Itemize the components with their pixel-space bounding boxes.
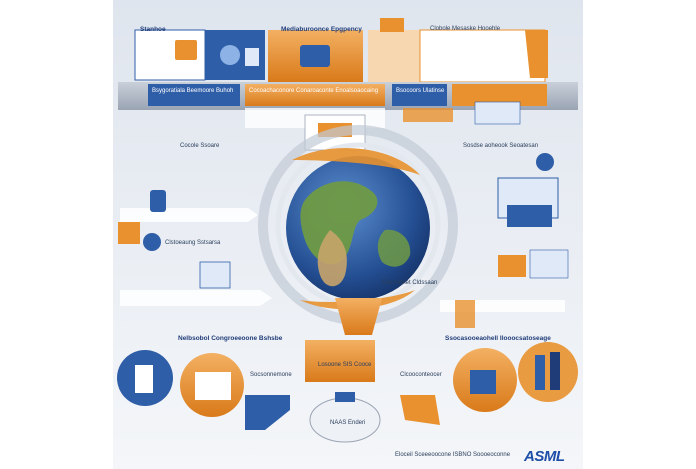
- document-icon: [245, 48, 259, 66]
- bottom-center-panel: [305, 340, 375, 382]
- monitor-screen: [507, 205, 552, 227]
- arrow-icon: [400, 395, 440, 425]
- bottom-left-title: Nelbsobol Congroeeoone Bshsbe: [178, 335, 283, 342]
- top-row: [134, 18, 548, 83]
- bottom-center-caption: NAAS Enderi: [330, 420, 366, 426]
- bottom-right-circle-2: [518, 342, 578, 402]
- band-subpanel-orange: [403, 108, 453, 122]
- document-icon: [199, 261, 231, 289]
- tab-icon: [380, 18, 404, 32]
- orange-ribbon: [525, 30, 548, 78]
- band-panel-2: [245, 84, 385, 106]
- monitor-icon: [474, 101, 521, 125]
- document-icon: [135, 365, 153, 393]
- person-icon: [550, 352, 560, 390]
- monitor-icon: [175, 40, 197, 60]
- top-panel-2-title: Mediaburoonce Epgpency: [281, 26, 362, 33]
- left-small-title: Clstoeaung Sstsarsa: [165, 240, 221, 246]
- people-icon: [536, 153, 554, 171]
- arrow-icon: [120, 290, 272, 306]
- top-panel-3-left: [368, 30, 420, 82]
- bottom-left-caption: Socsonnemone: [250, 372, 292, 378]
- person-icon: [143, 233, 161, 251]
- top-panel-1-title: Stanhoe: [140, 26, 166, 33]
- band-3-title: Bsocoors Ulatinse: [396, 88, 445, 94]
- right-mid-title: Sosdse aoheook Seoatesan: [463, 143, 539, 149]
- lab-icon: [529, 249, 569, 279]
- band-row: [118, 82, 578, 128]
- right-small-title: Edecoohet Cldssaan: [382, 280, 438, 286]
- band-panel-4: [452, 84, 547, 106]
- arrow-icon: [245, 395, 290, 430]
- top-panel-3: [419, 29, 546, 83]
- document-icon: [335, 392, 355, 402]
- person-icon: [150, 190, 166, 212]
- top-panel-3-title: Clobole Mesaske Hooehle: [430, 26, 501, 32]
- bottom-right-caption: Clcooconteocer: [400, 372, 442, 378]
- band-2-title: Cocoachaconore Conaroaconte Enoalsoaocai…: [249, 88, 379, 94]
- band-panel-1: [148, 84, 240, 106]
- footer-text: Eloceil Sceeeoocone ISBNO Soooeoconne: [395, 452, 511, 458]
- funnel: [335, 298, 382, 335]
- bottom-center-title: Losoone SIS Cooce: [318, 362, 372, 368]
- band-1-title: Bsygoratiala Beemoore Buhoh: [152, 88, 234, 94]
- left-mid-title: Cocole Ssoare: [180, 143, 220, 149]
- lab-icon: [498, 255, 526, 277]
- globe-icon: [286, 148, 430, 310]
- brand-logo: ASML: [524, 448, 565, 465]
- monitor-icon: [118, 222, 140, 244]
- monitor-icon: [300, 45, 330, 67]
- bottom-right-title: Ssocasooeaohell Ilooocsatoseage: [445, 335, 551, 342]
- monitor-icon: [195, 372, 231, 400]
- people-icon: [220, 45, 240, 65]
- lab-icon: [455, 300, 475, 328]
- band-panel-3: [392, 84, 447, 106]
- person-icon: [535, 355, 545, 390]
- arrow-icon: [120, 208, 258, 222]
- monitor-icon: [470, 370, 496, 394]
